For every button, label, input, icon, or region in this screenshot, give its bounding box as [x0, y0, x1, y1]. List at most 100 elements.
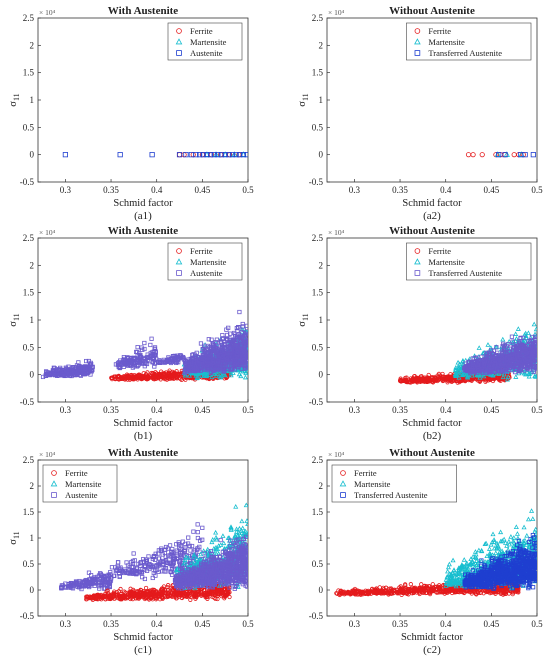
y-tick-label: 0: [30, 370, 35, 380]
y-tick-label: -0.5: [20, 177, 35, 187]
point-circle: [408, 379, 413, 384]
y-tick-label: 1: [30, 533, 35, 543]
x-tick-label: 0.45: [194, 405, 210, 415]
point-square: [67, 371, 72, 377]
legend-entry: Martensite: [190, 37, 227, 47]
point-triangle: [186, 373, 193, 378]
point-square: [141, 358, 146, 363]
point-triangle: [238, 373, 244, 379]
point-square: [134, 566, 139, 571]
point-square: [198, 341, 204, 346]
point-square: [232, 343, 237, 349]
point-square: [230, 338, 235, 343]
point-square: [231, 347, 236, 352]
point-square: [131, 362, 136, 367]
point-square: [58, 370, 63, 375]
point-square: [140, 347, 145, 352]
point-square: [531, 352, 536, 357]
point-square: [69, 581, 74, 586]
y-axis-label: σ11: [297, 313, 310, 326]
x-tick-label: 0.3: [60, 185, 72, 195]
point-square: [517, 358, 522, 363]
point-square: [62, 152, 68, 158]
point-triangle: [523, 371, 529, 377]
point-square: [235, 336, 240, 341]
point-square: [534, 349, 537, 355]
point-square: [100, 581, 105, 586]
point-triangle: [193, 372, 199, 378]
point-square: [174, 548, 179, 553]
legend-marker-circle: [414, 28, 421, 34]
point-square: [511, 348, 516, 354]
data-points: [465, 151, 536, 158]
point-square: [473, 369, 478, 374]
point-square: [167, 543, 173, 548]
point-square: [226, 325, 231, 330]
panel-label: (b1): [134, 430, 153, 442]
y-tick-label: 0: [319, 370, 324, 380]
point-square: [193, 152, 199, 158]
point-square: [530, 152, 536, 158]
point-square: [466, 360, 471, 365]
point-triangle: [521, 370, 527, 376]
point-square: [191, 529, 196, 534]
point-square: [215, 152, 221, 158]
point-circle: [432, 374, 438, 380]
panel-4: 0.3 0.35 0.4 0.45 0.5-0.500.511.522.5× 10⁴ Wi…: [297, 225, 543, 442]
panel-label: (c1): [134, 644, 152, 656]
point-triangle: [476, 345, 482, 350]
point-square: [156, 359, 161, 364]
point-circle: [176, 152, 183, 158]
point-square: [149, 336, 154, 341]
y-tick-label: 0.5: [312, 122, 324, 132]
point-square: [138, 560, 143, 566]
point-square: [494, 345, 499, 350]
point-square: [215, 359, 221, 364]
point-square: [497, 357, 502, 363]
point-square: [206, 337, 211, 342]
point-circle: [486, 378, 491, 383]
point-square: [82, 584, 87, 589]
point-square: [228, 331, 233, 336]
point-circle: [418, 379, 423, 385]
point-square: [183, 152, 189, 158]
point-square: [113, 362, 119, 367]
point-square: [179, 563, 184, 568]
legend-marker-triangle: [175, 258, 183, 265]
y-tick-label: 1.5: [312, 288, 324, 298]
point-square: [167, 356, 172, 361]
point-square: [149, 563, 154, 568]
chart-title: Without Austenite: [389, 225, 475, 237]
point-square: [175, 555, 181, 560]
point-square: [63, 585, 68, 590]
point-square: [511, 342, 516, 347]
point-square: [85, 367, 91, 372]
point-square: [107, 581, 112, 586]
point-circle: [167, 368, 172, 373]
point-square: [232, 358, 237, 363]
point-square: [50, 368, 55, 373]
x-tick-label: 0.35: [392, 185, 408, 195]
point-square: [142, 364, 147, 369]
point-square: [518, 367, 523, 372]
point-triangle: [203, 373, 209, 378]
y-tick-label: 2: [30, 40, 35, 50]
point-square: [150, 351, 156, 357]
y-tick-label: 1: [319, 95, 324, 105]
point-square: [166, 553, 171, 558]
point-square: [189, 543, 195, 549]
panel-1: 0.3 0.35 0.4 0.45 0.5-0.500.511.522.5× 10⁴ Wi…: [8, 5, 254, 222]
point-circle: [402, 377, 407, 382]
legend-box: [406, 22, 532, 61]
point-square: [240, 359, 245, 364]
point-square: [144, 559, 149, 564]
point-square: [74, 579, 79, 584]
point-square: [117, 152, 123, 158]
x-tick-label: 0.45: [483, 185, 499, 195]
point-square: [74, 372, 80, 377]
point-square: [233, 152, 239, 158]
point-square: [226, 351, 231, 356]
point-square: [521, 346, 526, 351]
point-triangle: [526, 371, 532, 376]
